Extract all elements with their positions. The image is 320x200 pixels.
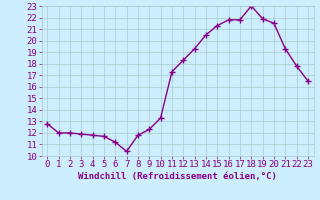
X-axis label: Windchill (Refroidissement éolien,°C): Windchill (Refroidissement éolien,°C)	[78, 172, 277, 181]
